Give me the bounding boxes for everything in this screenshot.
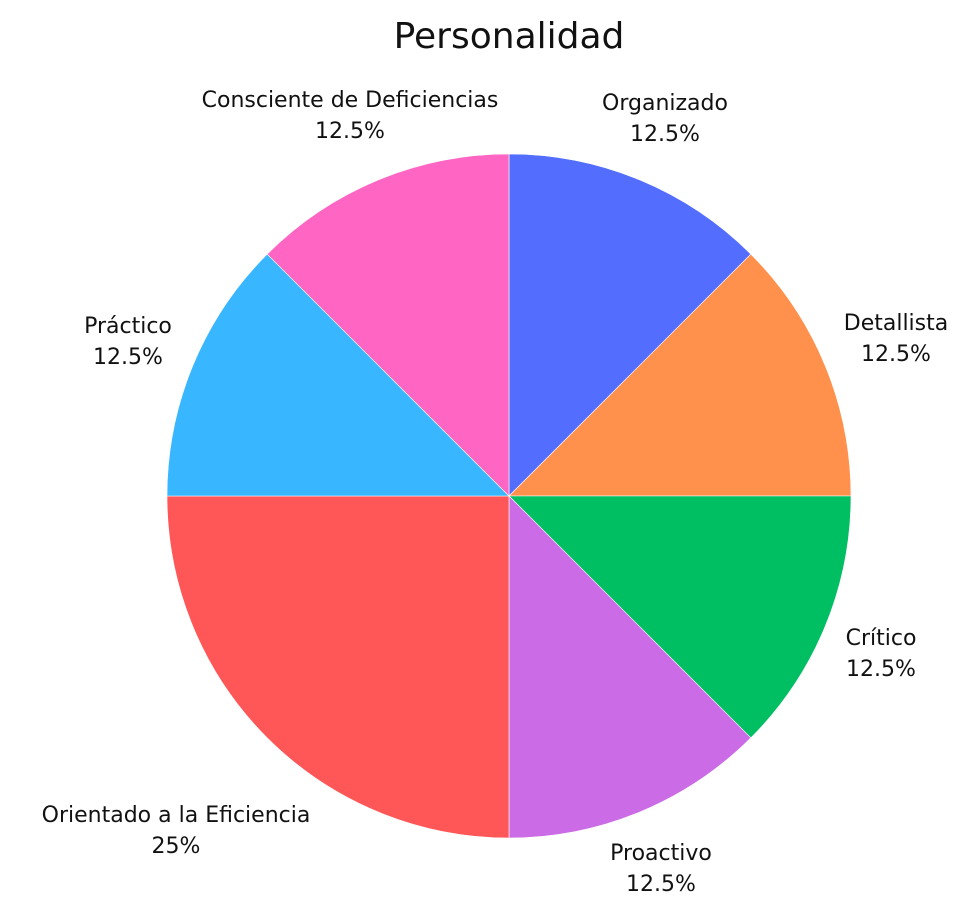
slice-name: Organizado xyxy=(602,91,728,116)
pie-slice-1 xyxy=(508,153,752,497)
slice-percent: 12.5% xyxy=(861,342,931,367)
pie-slice-6 xyxy=(166,253,510,497)
pie-slice-5 xyxy=(166,495,510,839)
slice-label-3: Crítico 12.5% xyxy=(846,626,917,682)
slice-name: Consciente de Deficiencias xyxy=(202,88,499,113)
slice-name: Detallista xyxy=(844,311,949,336)
slice-label-5: Orientado a la Eficiencia 25% xyxy=(42,803,311,859)
pie-slice-3 xyxy=(508,495,852,739)
slice-label-6: Práctico 12.5% xyxy=(84,314,172,370)
slice-percent: 12.5% xyxy=(626,872,696,897)
pie-slice-7 xyxy=(266,153,510,497)
slice-label-2: Detallista 12.5% xyxy=(844,311,949,367)
slice-label-4: Proactivo 12.5% xyxy=(610,841,712,897)
slice-percent: 12.5% xyxy=(93,345,163,370)
slice-label-1: Organizado 12.5% xyxy=(602,91,728,147)
slice-label-7: Consciente de Deficiencias 12.5% xyxy=(202,88,499,144)
slice-name: Práctico xyxy=(84,314,172,339)
slice-percent: 12.5% xyxy=(846,657,916,682)
slice-name: Orientado a la Eficiencia xyxy=(42,803,311,828)
slice-percent: 25% xyxy=(152,834,201,859)
slice-percent: 12.5% xyxy=(315,119,385,144)
chart-title: Personalidad xyxy=(394,16,625,57)
pie-slice-4 xyxy=(508,495,752,839)
slice-name: Proactivo xyxy=(610,841,712,866)
slice-name: Crítico xyxy=(846,626,917,651)
pie-slice-2 xyxy=(508,253,852,497)
pie-labels: Organizado 12.5% Detallista 12.5% Crítico 12.… xyxy=(42,88,949,897)
slice-percent: 12.5% xyxy=(630,122,700,147)
pie-slices xyxy=(166,153,852,839)
